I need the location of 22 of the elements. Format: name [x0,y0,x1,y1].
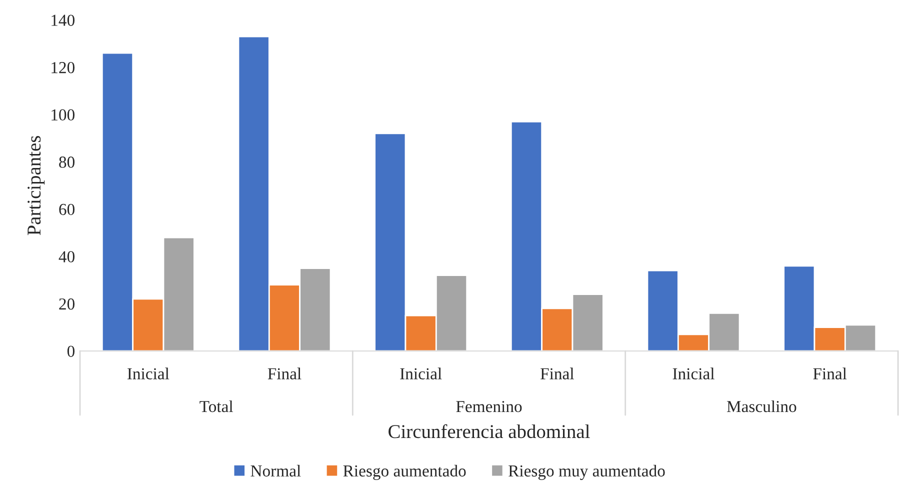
x-tick-label: Inicial [400,368,442,380]
text: Total [200,400,234,412]
text: Masculino [726,400,796,412]
y-tick-label: 40 [58,251,75,262]
legend-label: Normal [250,464,301,477]
y-tick-label: 140 [52,14,75,26]
y-tick-label: 80 [59,156,75,168]
x-axis-title: Circunferencia abdominal [388,424,590,438]
x-tick-label: Final [540,368,574,380]
y-tick-label: 100 [52,109,75,121]
x-tick-label: Inicial [672,368,714,380]
x-tick-label: Final [813,368,847,380]
y-tick-label: 20 [59,298,75,310]
x-tick-label: Final [268,368,302,380]
y-axis-title: Participantes [28,136,45,236]
legend-label: Riesgo muy aumentado [508,464,665,480]
y-tick-label: 60 [59,204,75,216]
legend-label: Riesgo aumentado [343,464,466,480]
y-tick-label: 0 [67,346,75,357]
x-tick-label: Inicial [127,368,170,380]
text: Femenino [456,400,522,412]
y-tick-label: 120 [52,62,75,74]
